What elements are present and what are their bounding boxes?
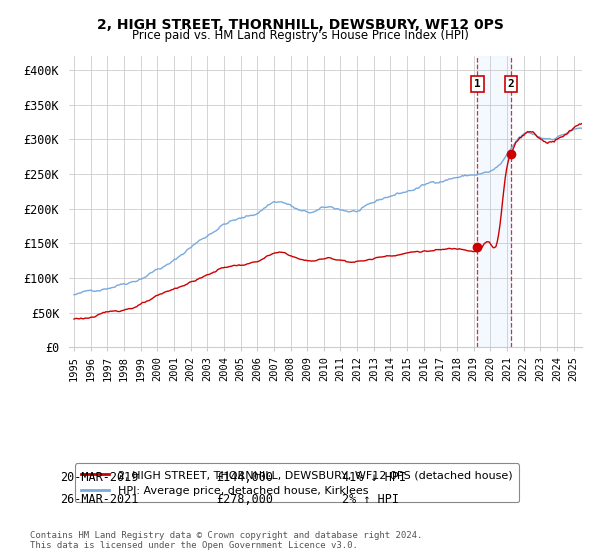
Text: 20-MAR-2019: 20-MAR-2019: [60, 470, 139, 484]
Text: 2: 2: [508, 79, 514, 88]
Text: £144,000: £144,000: [216, 470, 273, 484]
Text: Price paid vs. HM Land Registry's House Price Index (HPI): Price paid vs. HM Land Registry's House …: [131, 29, 469, 42]
Text: Contains HM Land Registry data © Crown copyright and database right 2024.
This d: Contains HM Land Registry data © Crown c…: [30, 530, 422, 550]
Bar: [478, 56, 511, 347]
Text: 1: 1: [474, 79, 481, 88]
Text: 41% ↓ HPI: 41% ↓ HPI: [342, 470, 406, 484]
Text: 2% ↑ HPI: 2% ↑ HPI: [342, 493, 399, 506]
Text: 26-MAR-2021: 26-MAR-2021: [60, 493, 139, 506]
Text: £278,000: £278,000: [216, 493, 273, 506]
Text: 2, HIGH STREET, THORNHILL, DEWSBURY, WF12 0PS: 2, HIGH STREET, THORNHILL, DEWSBURY, WF1…: [97, 18, 503, 32]
Legend: 2, HIGH STREET, THORNHILL, DEWSBURY, WF12 0PS (detached house), HPI: Average pri: 2, HIGH STREET, THORNHILL, DEWSBURY, WF1…: [74, 464, 519, 502]
